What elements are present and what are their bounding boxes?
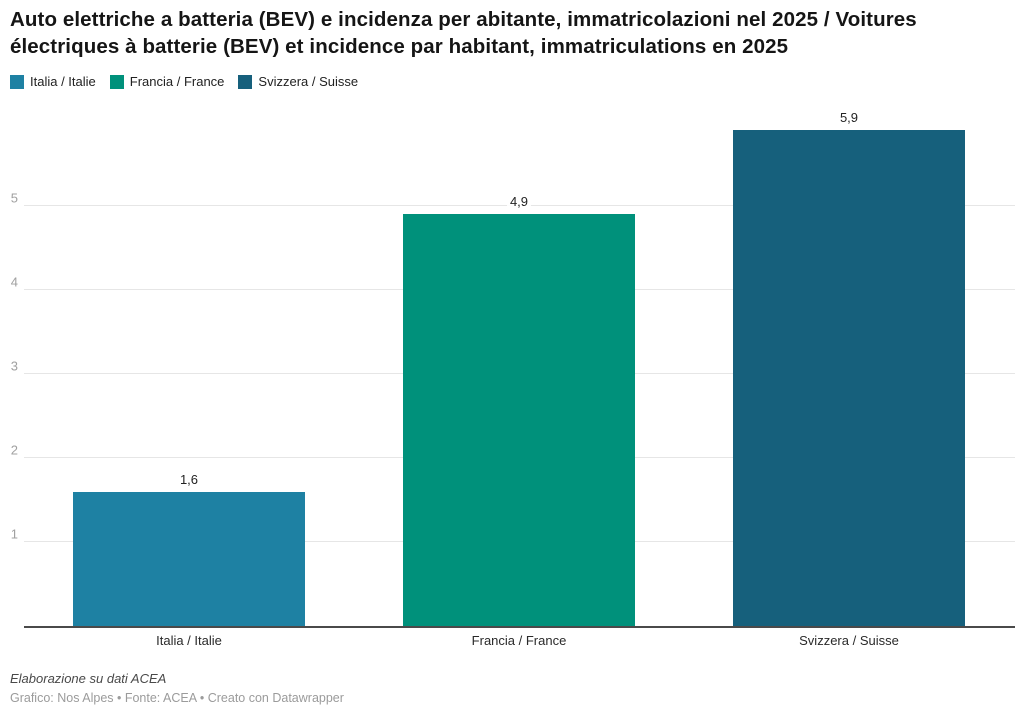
bar-group-italia: 1,6 — [73, 472, 305, 626]
bar-value-label-francia: 4,9 — [506, 194, 532, 209]
x-label-svizzera: Svizzera / Suisse — [799, 633, 899, 648]
y-tick-label-1: 1 — [10, 526, 18, 542]
bar-chart: 1 2 3 4 5 1,6 4,9 5,9 — [0, 99, 1024, 628]
legend-label-francia: Francia / France — [129, 74, 225, 89]
bar-value-label-svizzera: 5,9 — [836, 110, 862, 125]
bar-svizzera[interactable] — [733, 130, 965, 626]
legend-swatch-francia-icon — [109, 75, 124, 89]
x-label-italia: Italia / Italie — [156, 633, 222, 648]
legend-swatch-svizzera-icon — [238, 75, 253, 89]
footer-credits: Grafico: Nos Alpes • Fonte: ACEA • Creat… — [10, 691, 344, 705]
x-axis-line — [24, 626, 1015, 628]
legend-swatch-italia-icon — [10, 75, 24, 89]
x-axis-labels: Italia / Italie Francia / France Svizzer… — [0, 633, 1024, 649]
legend-label-italia: Italia / Italie — [30, 74, 96, 89]
bar-group-francia: 4,9 — [403, 194, 635, 626]
legend-item-svizzera: Svizzera / Suisse — [238, 75, 358, 89]
legend-item-francia: Francia / France — [109, 74, 225, 89]
bar-value-label-italia: 1,6 — [176, 472, 202, 487]
bar-italia[interactable] — [73, 492, 305, 626]
y-tick-label-2: 2 — [10, 442, 18, 458]
footer-note: Elaborazione su dati ACEA — [10, 671, 167, 686]
y-tick-label-5: 5 — [10, 190, 18, 206]
bar-francia[interactable] — [403, 214, 635, 626]
bar-group-svizzera: 5,9 — [733, 110, 965, 626]
x-label-francia: Francia / France — [471, 633, 567, 648]
legend: Italia / Italie Francia / France Svizzer… — [10, 75, 358, 89]
legend-item-italia: Italia / Italie — [10, 75, 96, 89]
legend-label-svizzera: Svizzera / Suisse — [258, 74, 359, 89]
chart-title: Auto elettriche a batteria (BEV) e incid… — [10, 8, 917, 59]
y-tick-label-3: 3 — [10, 358, 18, 374]
y-tick-label-4: 4 — [10, 274, 18, 290]
